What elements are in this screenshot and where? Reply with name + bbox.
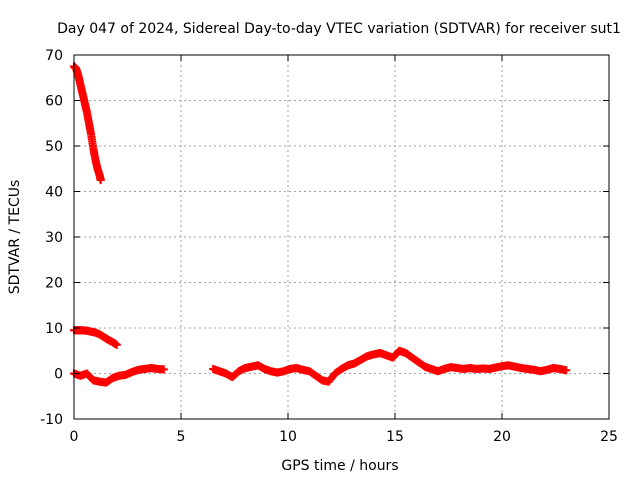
y-tick-label: 0 bbox=[54, 367, 63, 383]
x-tick-label: 10 bbox=[279, 429, 297, 445]
x-tick-label: 5 bbox=[177, 429, 186, 445]
x-tick-label: 25 bbox=[600, 429, 618, 445]
data-markers bbox=[70, 62, 571, 387]
x-tick-label: 15 bbox=[386, 429, 404, 445]
y-tick-label: 70 bbox=[45, 48, 63, 64]
x-tick-label: 20 bbox=[493, 429, 511, 445]
x-tick-label: 0 bbox=[70, 429, 79, 445]
y-tick-label: 40 bbox=[45, 185, 63, 201]
chart-title: Day 047 of 2024, Sidereal Day-to-day VTE… bbox=[57, 21, 621, 37]
data-point bbox=[96, 176, 105, 185]
y-axis-label: SDTVAR / TECUs bbox=[7, 180, 23, 295]
y-tick-label: -10 bbox=[40, 412, 63, 428]
axis-ticks: 0 5 10 15 20 25 -10 0 10 20 30 40 50 60 70 bbox=[40, 48, 618, 445]
data-point bbox=[159, 365, 168, 374]
data-point bbox=[562, 366, 571, 375]
y-tick-label: 50 bbox=[45, 139, 63, 155]
x-axis-label: GPS time / hours bbox=[281, 458, 398, 474]
y-tick-label: 20 bbox=[45, 276, 63, 292]
y-tick-label: 60 bbox=[45, 94, 63, 110]
y-tick-label: 10 bbox=[45, 321, 63, 337]
data-point bbox=[112, 340, 121, 349]
grid-lines bbox=[74, 55, 609, 419]
y-tick-label: 30 bbox=[45, 230, 63, 246]
